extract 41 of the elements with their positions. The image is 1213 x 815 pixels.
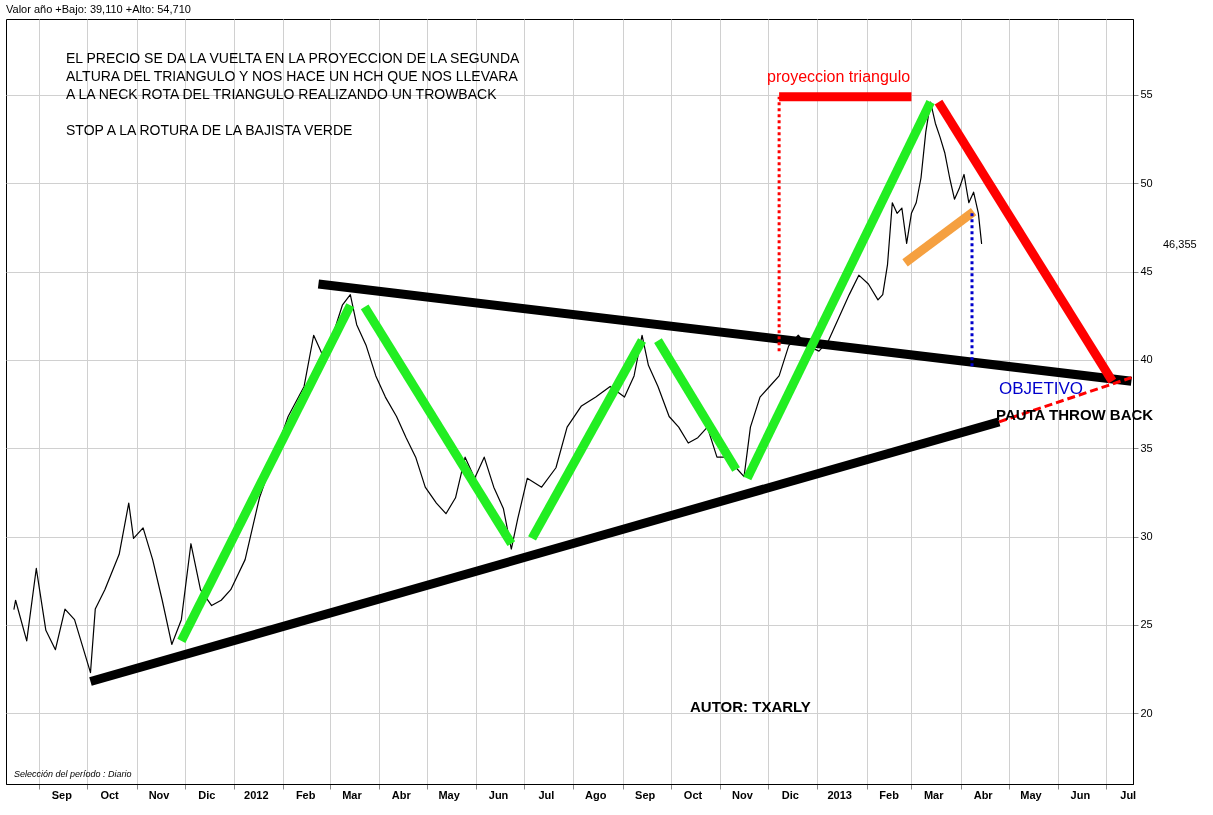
y-tick-label: 40	[1140, 353, 1153, 366]
x-tick-label: Nov	[148, 789, 171, 801]
annotation: EL PRECIO SE DA LA VUELTA EN LA PROYECCION DE LA SEGUNDA	[66, 50, 520, 66]
x-tick-label: Ago	[585, 789, 607, 801]
annotation: A LA NECK ROTA DEL TRIANGULO REALIZANDO UN TROWBACK	[66, 86, 498, 102]
annotation: OBJETIVO	[999, 379, 1084, 398]
y-tick-label: 35	[1140, 441, 1153, 454]
x-tick-label: Mar	[342, 789, 363, 801]
x-tick-label: Oct	[100, 789, 120, 801]
y-tick-label: 20	[1140, 706, 1153, 719]
annotation: Selección del período : Diario	[14, 769, 132, 779]
x-tick-label: Jun	[488, 789, 509, 801]
x-tick-label: Abr	[391, 789, 412, 801]
x-tick-label: Jun	[1070, 789, 1091, 801]
x-tick-label: Nov	[732, 789, 754, 801]
x-tick-label: Feb	[879, 789, 900, 801]
x-tick-label: 2013	[827, 789, 852, 801]
x-tick-label: Sep	[635, 789, 656, 801]
x-tick-label: 2012	[244, 789, 269, 801]
x-tick-label: Sep	[51, 789, 73, 801]
x-tick-label: Dic	[781, 789, 799, 801]
annotation: ALTURA DEL TRIANGULO Y NOS HACE UN HCH QUE NOS LLEVARA	[66, 68, 519, 84]
chart-title: Valor año +Bajo: 39,110 +Alto: 54,710	[6, 3, 191, 15]
x-tick-label: Feb	[295, 789, 316, 801]
x-tick-label: May	[438, 789, 461, 801]
x-tick-label: Oct	[683, 789, 703, 801]
x-tick-label: Mar	[923, 789, 945, 801]
x-tick-label: Jul	[1120, 789, 1137, 801]
y-tick-label: 55	[1140, 88, 1153, 101]
y-tick-label: 30	[1140, 530, 1153, 543]
x-tick-label: Jul	[538, 789, 555, 801]
x-tick-label: Dic	[198, 789, 216, 801]
annotation: STOP A LA ROTURA DE LA BAJISTA VERDE	[66, 122, 353, 138]
y-tick-label: 45	[1140, 265, 1153, 278]
x-tick-label: May	[1020, 789, 1043, 801]
text: 46,355	[1163, 238, 1197, 250]
annotation: AUTOR: TXARLY	[690, 698, 811, 715]
y-tick-label: 25	[1140, 618, 1153, 631]
y-tick-label: 50	[1140, 176, 1153, 189]
x-tick-label: Abr	[973, 789, 994, 801]
annotation: proyeccion triangulo	[767, 68, 911, 85]
